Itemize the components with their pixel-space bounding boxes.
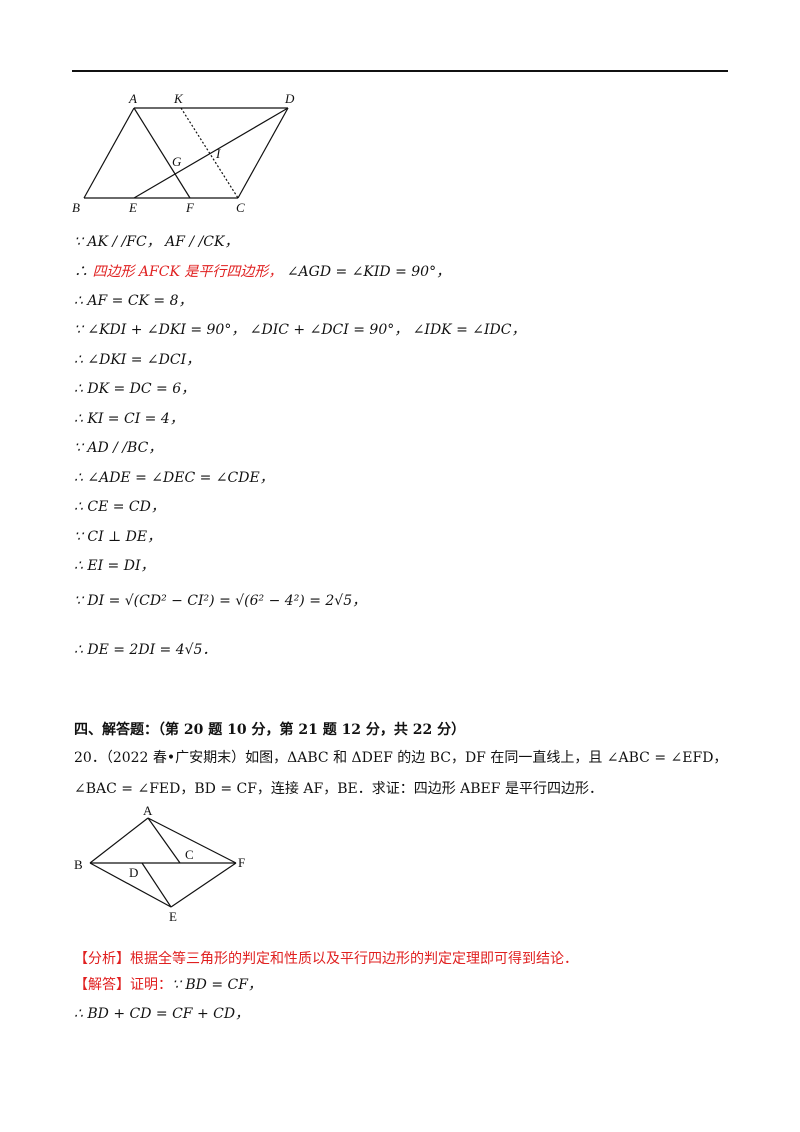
proof-line-7: ∴ KI = CI = 4， (74, 411, 184, 427)
label-D: D (129, 865, 138, 880)
line-EF (170, 862, 237, 908)
therefore-symbol: ∴ (74, 264, 88, 280)
problem-20-line-1: 20．（2022 春•广安期末）如图，ΔABC 和 ΔDEF 的边 BC，DF … (74, 750, 728, 766)
label-F: F (238, 855, 245, 870)
line-AC (147, 817, 181, 864)
proof-line-11: ∵ CI ⊥ DE， (74, 529, 162, 545)
line-ED (141, 862, 172, 908)
proof-line-6: ∴ DK = DC = 6， (74, 381, 196, 397)
label-G: G (172, 154, 182, 169)
analysis-text: 根据全等三角形的判定和性质以及平行四边形的判定定理即可得到结论． (130, 951, 578, 967)
answer-step-1: ∵ BD = CF， (172, 977, 262, 993)
label-E: E (128, 200, 137, 215)
proof-line-8: ∵ AD / /BC， (74, 440, 163, 456)
proof-line-5: ∴ ∠DKI = ∠DCI， (74, 352, 201, 368)
proof-line-4: ∵ ∠KDI + ∠DKI = 90°， ∠DIC + ∠DCI = 90°， … (74, 322, 526, 338)
section-title: 四、解答题：（第 20 题 10 分，第 21 题 12 分，共 22 分） (74, 722, 466, 738)
problem-20-line-2: ∠BAC = ∠FED，BD = CF，连接 AF，BE．求证：四边形 ABEF… (74, 781, 603, 797)
label-B: B (72, 200, 80, 215)
analysis-line: 【分析】根据全等三角形的判定和性质以及平行四边形的判定定理即可得到结论． (74, 950, 578, 968)
answer-tag: 【解答】 (74, 977, 130, 993)
proof-tail: ∠AGD = ∠KID = 90°， (286, 264, 451, 280)
line-AB (83, 107, 135, 199)
proof-line-10: ∴ CE = CD， (74, 499, 165, 515)
line-AF (133, 107, 191, 199)
label-C: C (236, 200, 245, 215)
label-E: E (169, 909, 177, 924)
line-BE (89, 862, 172, 908)
line-BA (89, 817, 149, 864)
label-I: I (215, 146, 221, 161)
proof-line-12: ∴ EI = DI， (74, 558, 155, 574)
answer-line-2: ∴ BD + CD = CF + CD， (74, 1006, 250, 1022)
label-K: K (173, 91, 184, 106)
label-A: A (143, 804, 153, 818)
proof-line-1: ∵ AK / /FC， AF / /CK， (74, 234, 239, 250)
label-B: B (74, 857, 83, 872)
answer-line-1: 【解答】证明：∵ BD = CF， (74, 976, 262, 994)
line-KC (180, 107, 239, 199)
label-A: A (128, 91, 137, 106)
proof-line-14: ∴ DE = 2DI = 4√5． (74, 642, 217, 658)
answer-prefix: 证明： (130, 977, 172, 993)
line-AF (147, 817, 237, 864)
label-C: C (185, 847, 194, 862)
proof-line-3: ∴ AF = CK = 8， (74, 293, 193, 309)
analysis-tag: 【分析】 (74, 951, 130, 967)
line-DC (237, 107, 289, 199)
proof-line-13: ∵ DI = √(CD² − CI²) = √(6² − 4²) = 2√5， (74, 593, 367, 609)
parallelogram-figure: A K D G I B E F C (72, 91, 295, 215)
line-ED (133, 107, 289, 199)
proof-highlight: 四边形 AFCK 是平行四边形， (92, 264, 283, 280)
proof-line-2: ∴ 四边形 AFCK 是平行四边形， ∠AGD = ∠KID = 90°， (74, 263, 450, 281)
triangles-figure: A B C D E F (74, 804, 245, 924)
label-D: D (284, 91, 295, 106)
proof-line-9: ∴ ∠ADE = ∠DEC = ∠CDE， (74, 470, 274, 486)
label-F: F (185, 200, 195, 215)
header-rule (72, 70, 728, 72)
